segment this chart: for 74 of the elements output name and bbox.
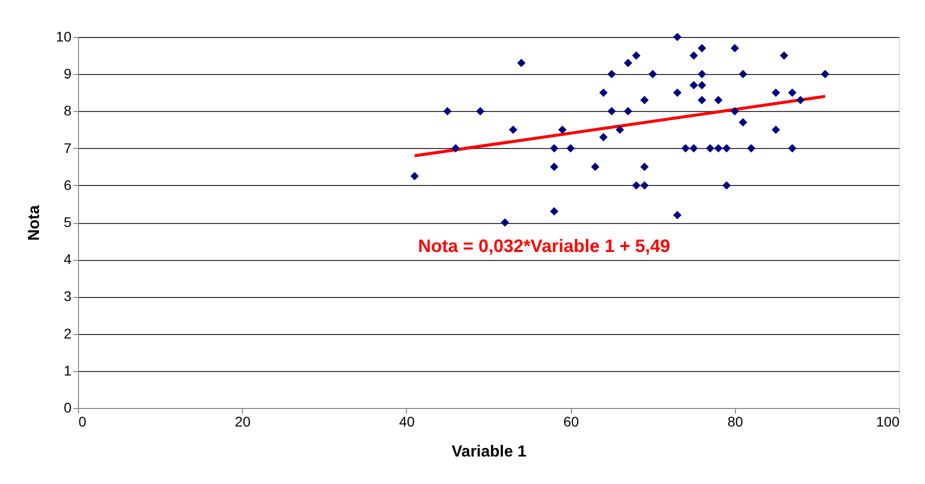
point: [632, 51, 640, 60]
point: [738, 118, 748, 127]
point: [550, 207, 558, 216]
y-tick-label: 5: [64, 214, 72, 230]
point: [500, 218, 510, 227]
x-tick-label: 100: [876, 414, 900, 430]
point: [673, 88, 682, 97]
point: [607, 107, 616, 116]
point: [730, 107, 739, 116]
point: [566, 144, 575, 152]
point: [607, 70, 616, 78]
point: [780, 51, 788, 60]
x-tick-label: 80: [728, 414, 744, 430]
point: [673, 210, 682, 220]
point: [599, 132, 608, 142]
point: [698, 96, 706, 104]
point: [722, 181, 731, 190]
point: [714, 96, 723, 104]
x-tick-label: 0: [78, 414, 86, 430]
point: [690, 51, 698, 60]
point: [788, 144, 796, 152]
point: [558, 126, 567, 134]
x-axis-title: Variable 1: [452, 444, 526, 460]
point: [640, 181, 649, 190]
point: [640, 96, 649, 104]
point: [730, 44, 739, 52]
point: [624, 107, 632, 116]
point: [624, 58, 632, 68]
point: [591, 162, 600, 172]
point: [673, 32, 682, 42]
point: [772, 88, 780, 97]
y-tick-label: 3: [64, 288, 72, 304]
point: [410, 172, 419, 180]
point: [632, 181, 640, 190]
y-tick-label: 2: [64, 325, 72, 342]
point: [681, 144, 690, 152]
y-tick-label: 8: [64, 102, 72, 119]
point: [451, 144, 460, 152]
point: [788, 88, 796, 97]
point: [616, 126, 624, 134]
point: [747, 144, 756, 152]
point: [714, 144, 723, 152]
point: [640, 162, 649, 172]
point: [690, 81, 698, 90]
point: [550, 162, 558, 172]
point: [698, 81, 706, 90]
y-tick-label: 6: [64, 176, 72, 193]
y-tick-label: 10: [56, 28, 72, 44]
y-tick-label: 1: [64, 362, 72, 378]
point: [698, 70, 706, 78]
y-tick-label: 4: [64, 251, 72, 268]
point: [772, 126, 780, 134]
point: [476, 107, 484, 116]
point: [820, 70, 830, 78]
x-tick-label: 40: [399, 414, 415, 430]
x-tick-label: 60: [563, 414, 580, 430]
point: [690, 144, 698, 152]
x-tick-label: 20: [234, 414, 251, 430]
point: [796, 96, 805, 104]
point: [443, 107, 452, 116]
point: [698, 44, 706, 52]
point: [648, 70, 657, 78]
y-tick-label: 9: [64, 66, 72, 82]
point: [738, 70, 748, 78]
y-tick-label: 0: [64, 400, 72, 416]
y-tick-label: 7: [64, 140, 72, 156]
point: [722, 144, 731, 152]
annotation: Nota = 0,032*Variable 1 + 5,49: [418, 236, 670, 256]
point: [550, 144, 558, 152]
point: [517, 58, 526, 68]
y-axis-title: Nota: [26, 205, 43, 241]
point: [508, 126, 518, 134]
point: [599, 88, 608, 97]
point: [706, 144, 714, 152]
